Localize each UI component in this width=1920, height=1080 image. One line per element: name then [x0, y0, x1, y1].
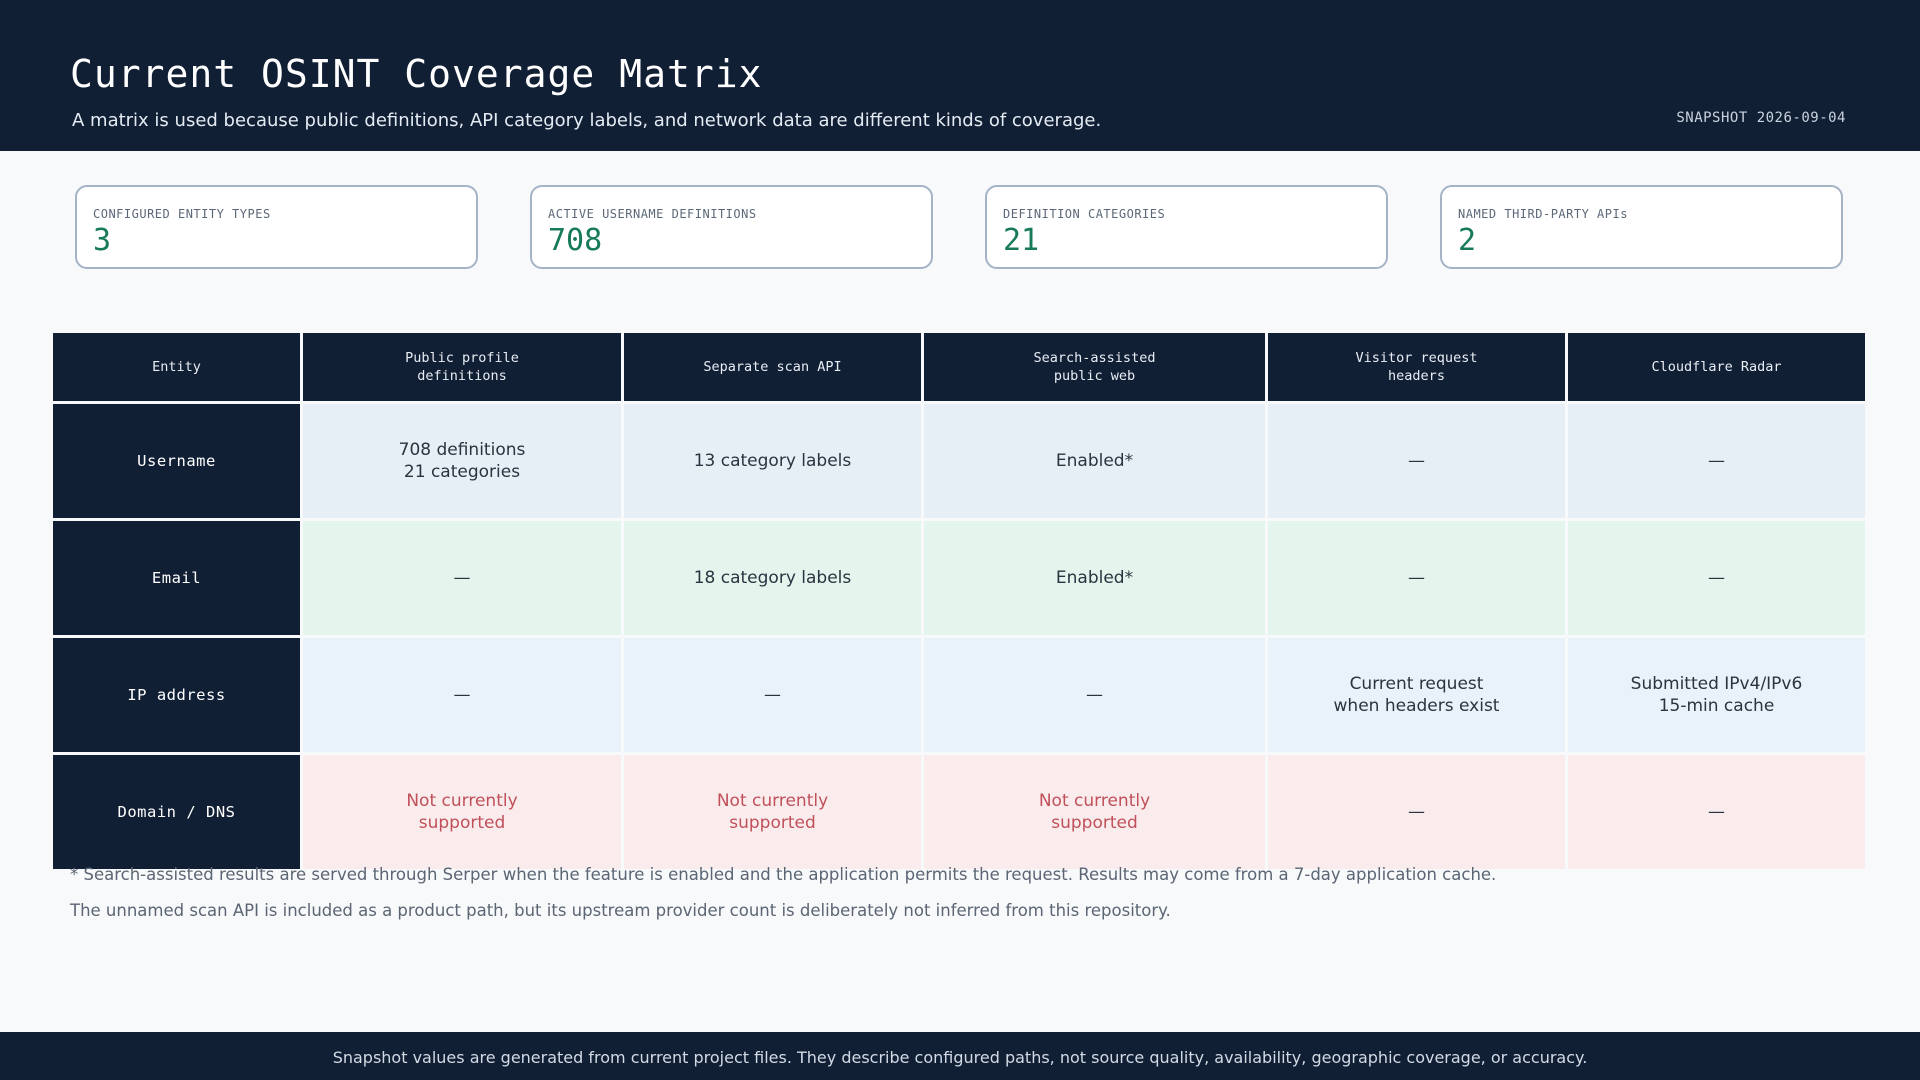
table-cell-unsupported: Not currently supported — [303, 755, 621, 869]
table-cell: — — [1568, 404, 1865, 518]
cell-line: — — [1408, 802, 1425, 822]
cell-line: Current request — [1349, 674, 1484, 694]
stat-value: 708 — [548, 223, 603, 258]
table-cell: — — [924, 638, 1265, 752]
cell-line: Not currently — [406, 791, 518, 811]
cell-line: — — [1708, 568, 1725, 588]
row-header-ip-address: IP address — [53, 638, 300, 752]
cell-line: — — [1708, 802, 1725, 822]
table-cell: — — [1268, 404, 1565, 518]
row-header-username: Username — [53, 404, 300, 518]
column-header-search-assisted-public-web: Search-assisted public web — [924, 333, 1265, 401]
cell-line: Not currently — [1038, 791, 1151, 811]
cell-line: 21 categories — [403, 462, 521, 482]
header-line: public web — [1053, 368, 1136, 384]
column-header-entity: Entity — [53, 333, 300, 401]
cell-line: — — [764, 685, 781, 705]
stat-card-entity-types: CONFIGURED ENTITY TYPES 3 — [75, 185, 478, 269]
header-line: Cloudflare Radar — [1651, 359, 1782, 375]
header-line: headers — [1388, 368, 1445, 384]
table-cell: — — [1568, 521, 1865, 635]
page-footer: Snapshot values are generated from curre… — [0, 1032, 1920, 1080]
header-line: Public profile — [405, 350, 519, 366]
table-cell: Submitted IPv4/IPv6 15-min cache — [1568, 638, 1865, 752]
table-row-email: Email — 18 category labels Enabled* — — — [53, 521, 1865, 635]
table-cell: — — [624, 638, 921, 752]
cell-line: — — [1708, 451, 1725, 471]
table-row-domain-dns: Domain / DNS Not currently supported Not… — [53, 755, 1865, 869]
cell-line: Enabled* — [1055, 451, 1134, 471]
cell-line: 708 definitions — [398, 440, 526, 460]
header-line: Visitor request — [1355, 350, 1478, 366]
cell-line: 15-min cache — [1658, 696, 1775, 716]
column-header-cloudflare-radar: Cloudflare Radar — [1568, 333, 1865, 401]
cell-line: Submitted IPv4/IPv6 — [1630, 674, 1803, 694]
row-header-email: Email — [53, 521, 300, 635]
page-header: Current OSINT Coverage Matrix A matrix i… — [0, 0, 1920, 151]
column-header-separate-scan-api: Separate scan API — [624, 333, 921, 401]
stat-value: 3 — [93, 223, 112, 258]
stat-card-username-definitions: ACTIVE USERNAME DEFINITIONS 708 — [530, 185, 933, 269]
table-cell: — — [1268, 521, 1565, 635]
table-cell: 18 category labels — [624, 521, 921, 635]
table-cell: — — [1268, 755, 1565, 869]
stat-label: DEFINITION CATEGORIES — [1003, 207, 1166, 221]
stat-card-third-party-apis: NAMED THIRD-PARTY APIs 2 — [1440, 185, 1843, 269]
table-cell-unsupported: Not currently supported — [624, 755, 921, 869]
table-row-username: Username 708 definitions 21 categories 1… — [53, 404, 1865, 518]
cell-line: 13 category labels — [693, 451, 852, 471]
cell-line: supported — [1051, 813, 1138, 833]
table-cell-unsupported: Not currently supported — [924, 755, 1265, 869]
stat-card-definition-categories: DEFINITION CATEGORIES 21 — [985, 185, 1388, 269]
stat-label: NAMED THIRD-PARTY APIs — [1458, 207, 1628, 221]
snapshot-date: SNAPSHOT 2026-09-04 — [1676, 110, 1846, 126]
column-header-public-profile-definitions: Public profile definitions — [303, 333, 621, 401]
cell-line: Enabled* — [1055, 568, 1134, 588]
header-line: Search-assisted — [1033, 350, 1156, 366]
table-cell: — — [303, 521, 621, 635]
stat-value: 21 — [1003, 223, 1040, 258]
row-header-domain-dns: Domain / DNS — [53, 755, 300, 869]
table-cell: Enabled* — [924, 404, 1265, 518]
table-cell: Enabled* — [924, 521, 1265, 635]
cell-line: supported — [729, 813, 816, 833]
header-line: definitions — [417, 368, 507, 384]
footer-text: Snapshot values are generated from curre… — [332, 1048, 1588, 1067]
cell-line: when headers exist — [1333, 696, 1500, 716]
table-cell: — — [1568, 755, 1865, 869]
column-header-visitor-request-headers: Visitor request headers — [1268, 333, 1565, 401]
cell-line: — — [1408, 568, 1425, 588]
footnote-search-assisted: * Search-assisted results are served thr… — [70, 865, 1497, 884]
cell-line: — — [1086, 685, 1103, 705]
cell-line: Not currently — [716, 791, 829, 811]
stat-label: ACTIVE USERNAME DEFINITIONS — [548, 207, 757, 221]
header-line: Separate scan API — [703, 359, 842, 375]
cell-line: — — [1408, 451, 1425, 471]
coverage-matrix: Entity Public profile definitions Separa… — [50, 330, 1868, 872]
header-line: Entity — [152, 359, 201, 375]
footnote-scan-api: The unnamed scan API is included as a pr… — [70, 901, 1171, 920]
stat-value: 2 — [1458, 223, 1477, 258]
page-subtitle: A matrix is used because public definiti… — [72, 110, 1102, 131]
cell-line: — — [453, 685, 471, 705]
page-title: Current OSINT Coverage Matrix — [70, 52, 763, 96]
cell-line: supported — [418, 813, 506, 833]
table-cell: — — [303, 638, 621, 752]
cell-line: 18 category labels — [693, 568, 852, 588]
table-cell: 708 definitions 21 categories — [303, 404, 621, 518]
matrix-header-row: Entity Public profile definitions Separa… — [53, 333, 1865, 401]
stat-label: CONFIGURED ENTITY TYPES — [93, 207, 271, 221]
table-cell: Current request when headers exist — [1268, 638, 1565, 752]
cell-line: — — [453, 568, 471, 588]
table-row-ip-address: IP address — — — Current request when he… — [53, 638, 1865, 752]
table-cell: 13 category labels — [624, 404, 921, 518]
